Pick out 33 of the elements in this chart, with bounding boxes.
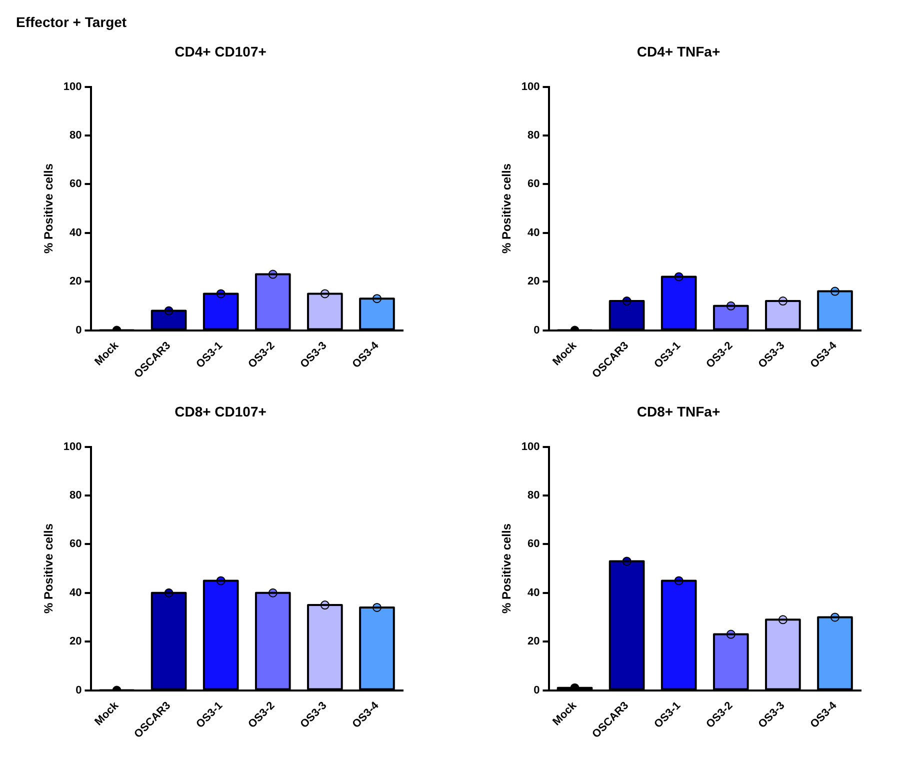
y-tick-label: 80 [528, 490, 540, 502]
y-tick-label: 60 [70, 178, 82, 190]
chart-title: CD8+ TNFa+ [636, 403, 720, 420]
y-tick-label: 100 [63, 440, 82, 453]
y-tick-label: 0 [76, 324, 82, 336]
y-tick-label: 40 [70, 586, 82, 599]
y-tick-label: 20 [70, 636, 82, 648]
chart-title: CD4+ TNFa+ [636, 43, 720, 60]
text: Effector + Target [15, 13, 128, 32]
y-tick-label: 40 [70, 226, 82, 239]
chart-title: CD4+ CD107+ [174, 43, 266, 60]
y-axis-title: % Positive cells [500, 523, 514, 614]
y-tick-label: 20 [528, 636, 540, 648]
y-tick-label: 100 [63, 80, 82, 93]
y-tick-label: 40 [528, 226, 540, 239]
y-tick-label: 0 [76, 684, 82, 696]
y-tick-label: 80 [70, 490, 82, 502]
y-tick-label: 100 [521, 440, 540, 453]
y-axis-title: % Positive cells [500, 163, 514, 254]
y-axis-title: % Positive cells [42, 523, 56, 614]
y-tick-label: 80 [528, 130, 540, 142]
y-tick-label: 60 [528, 178, 540, 190]
y-tick-label: 80 [70, 130, 82, 142]
y-tick-label: 0 [534, 324, 540, 336]
chart-title: CD8+ CD107+ [174, 403, 266, 420]
y-tick-label: 40 [528, 586, 540, 599]
y-tick-label: 60 [70, 538, 82, 550]
y-tick-label: 0 [534, 684, 540, 696]
y-tick-label: 60 [528, 538, 540, 550]
y-tick-label: 100 [521, 80, 540, 93]
y-tick-label: 20 [528, 276, 540, 288]
y-axis-title: % Positive cells [42, 163, 56, 254]
y-tick-label: 20 [70, 276, 82, 288]
